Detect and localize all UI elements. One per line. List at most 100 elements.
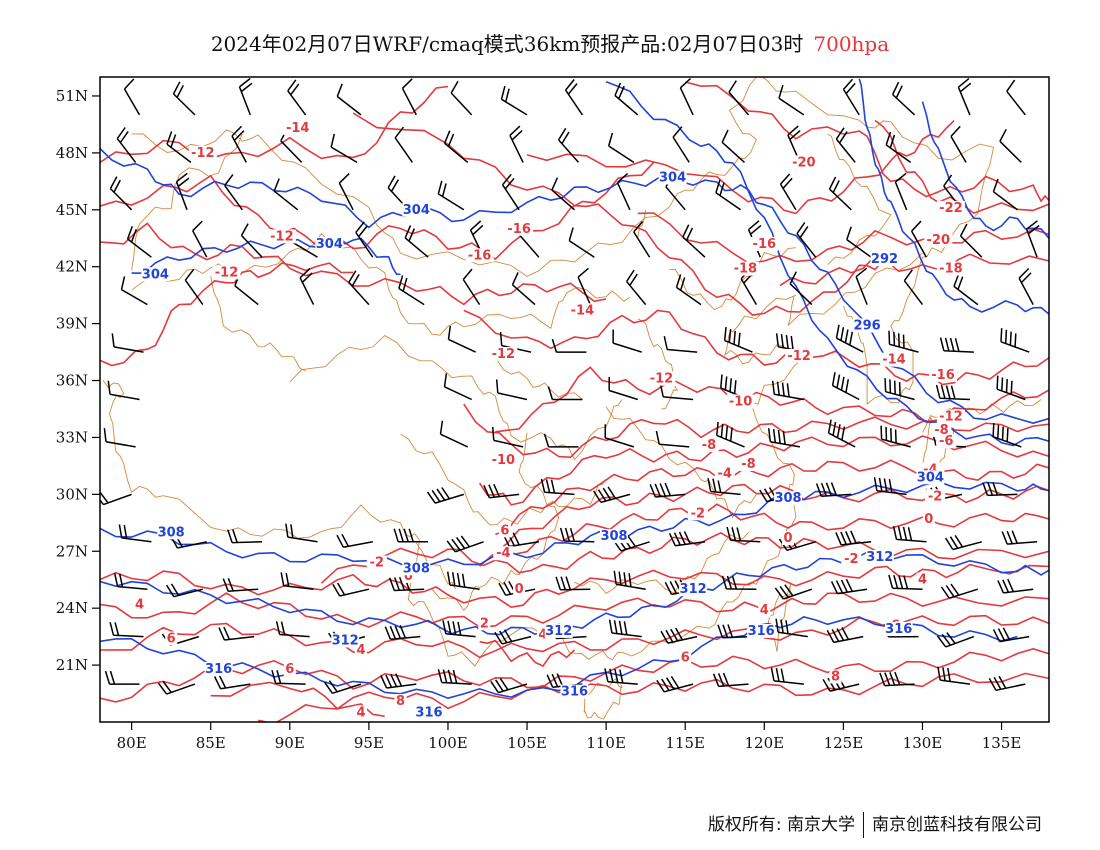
wind-barb <box>679 78 694 116</box>
height-label-bg <box>204 661 233 676</box>
temperature-label: -18 <box>734 262 758 277</box>
height-label: 312 <box>332 633 359 648</box>
temperature-label: 0 <box>404 569 413 584</box>
wind-barb <box>950 125 967 163</box>
isotherm-line <box>779 253 1049 287</box>
lat-tick-label: 30N <box>56 485 88 503</box>
height-label: 316 <box>205 662 232 677</box>
wind-barb <box>592 486 631 504</box>
wind-barb <box>227 529 263 544</box>
height-label-bg <box>544 623 573 638</box>
wind-barb <box>675 274 702 306</box>
temperature-label-bg <box>731 261 760 276</box>
boundary-line <box>400 433 607 526</box>
temperature-label: 4 <box>135 597 144 612</box>
wind-barb <box>338 173 354 211</box>
wind-barb <box>285 523 318 543</box>
wind-barb <box>649 482 686 498</box>
boundary-line <box>842 257 923 406</box>
isotherm-line <box>100 592 1049 628</box>
copyright-owner: 版权所有: 南京大学 <box>707 815 855 835</box>
wind-barb <box>827 419 856 448</box>
wind-barb <box>275 621 310 638</box>
latitude-axis: 51N 48N 45N 42N 39N 36N 33N 30N 27N 24N 21N <box>56 87 100 674</box>
temperature-label-bg <box>936 434 957 449</box>
height-label-bg <box>774 491 802 506</box>
wind-barb <box>107 380 140 401</box>
height-label: 312 <box>545 624 572 639</box>
isotherm-line <box>495 459 1049 536</box>
temperature-label: 0 <box>784 531 793 546</box>
wind-barb <box>442 620 476 638</box>
lon-tick-label: 135E <box>982 734 1022 752</box>
isotherm-line <box>210 681 385 718</box>
wind-barb <box>655 430 690 448</box>
wind-barb <box>633 221 651 258</box>
temperature-label-bg <box>880 352 908 367</box>
height-label-bg <box>884 622 913 636</box>
boundary-line <box>605 406 757 519</box>
wind-barb <box>109 176 133 211</box>
wind-barb <box>604 668 638 685</box>
height-label: 304 <box>142 267 169 282</box>
temperature-label-bg <box>489 453 518 468</box>
temperature-label: 6 <box>500 523 509 538</box>
wind-barb <box>608 376 639 401</box>
temperature-label-bg <box>283 661 296 676</box>
temperature-label-bg <box>498 523 511 538</box>
temperature-label-bg <box>925 489 946 504</box>
wind-barb <box>716 421 745 448</box>
title-text: 2024年02月07日WRF/cmaq模式36km预报产品:02月07日03时 <box>210 32 804 56</box>
temperature-label: -10 <box>492 453 516 468</box>
wind-barb <box>885 131 912 164</box>
isotherm-line <box>637 212 1049 265</box>
wind-barb <box>831 372 860 401</box>
lon-tick-label: 125E <box>824 734 864 752</box>
temperature-label-bg <box>758 603 771 618</box>
wind-barb <box>336 533 373 548</box>
wind-barb <box>774 584 813 600</box>
wind-barb <box>604 424 635 448</box>
wind-barb <box>401 78 417 116</box>
wind-barb <box>778 84 805 116</box>
wind-barb <box>120 276 148 306</box>
wind-barb <box>992 627 1030 643</box>
lon-tick-label: 110E <box>586 734 626 752</box>
lat-tick-label: 45N <box>56 201 88 219</box>
temperature-label: -18 <box>939 262 963 277</box>
wind-barb <box>446 571 480 590</box>
temperature-label-bg <box>465 248 494 263</box>
height-label: 316 <box>561 685 588 700</box>
wind-barb <box>612 329 642 353</box>
temperature-label: 4 <box>760 603 769 618</box>
temperature-label-bg <box>922 512 935 526</box>
wind-barb <box>822 675 860 692</box>
wind-barb <box>608 619 642 638</box>
wind-barb <box>771 380 804 401</box>
wind-barb <box>355 221 374 258</box>
temperature-label: -20 <box>927 233 951 248</box>
temperature-label: -16 <box>753 237 777 252</box>
wind-barb <box>495 379 528 401</box>
temperature-label-bg <box>513 582 526 597</box>
temperature-label-bg <box>738 457 759 471</box>
wind-barb <box>113 573 148 590</box>
map-frame <box>99 76 1050 723</box>
wind-barb <box>238 77 253 116</box>
lon-tick-label: 120E <box>745 734 785 752</box>
wind-barb <box>218 626 255 641</box>
wind-barb <box>842 78 860 116</box>
isotherm-line <box>100 647 1049 703</box>
lat-tick-label: 39N <box>56 315 88 333</box>
wind-barb <box>192 220 208 258</box>
temperature-labels: -12-14-12-12-16-16-14-12-12-10-10-8-8-4-… <box>133 121 965 721</box>
boundary-line <box>102 380 575 667</box>
height-label-bg <box>560 684 589 699</box>
temperature-label: -12 <box>650 372 674 387</box>
wind-barb <box>721 575 757 590</box>
wind-barb <box>184 268 204 306</box>
temperature-label: 4 <box>356 643 365 658</box>
isotherm-line <box>874 119 1049 214</box>
wind-barb <box>491 426 524 448</box>
height-label: 292 <box>871 252 898 267</box>
